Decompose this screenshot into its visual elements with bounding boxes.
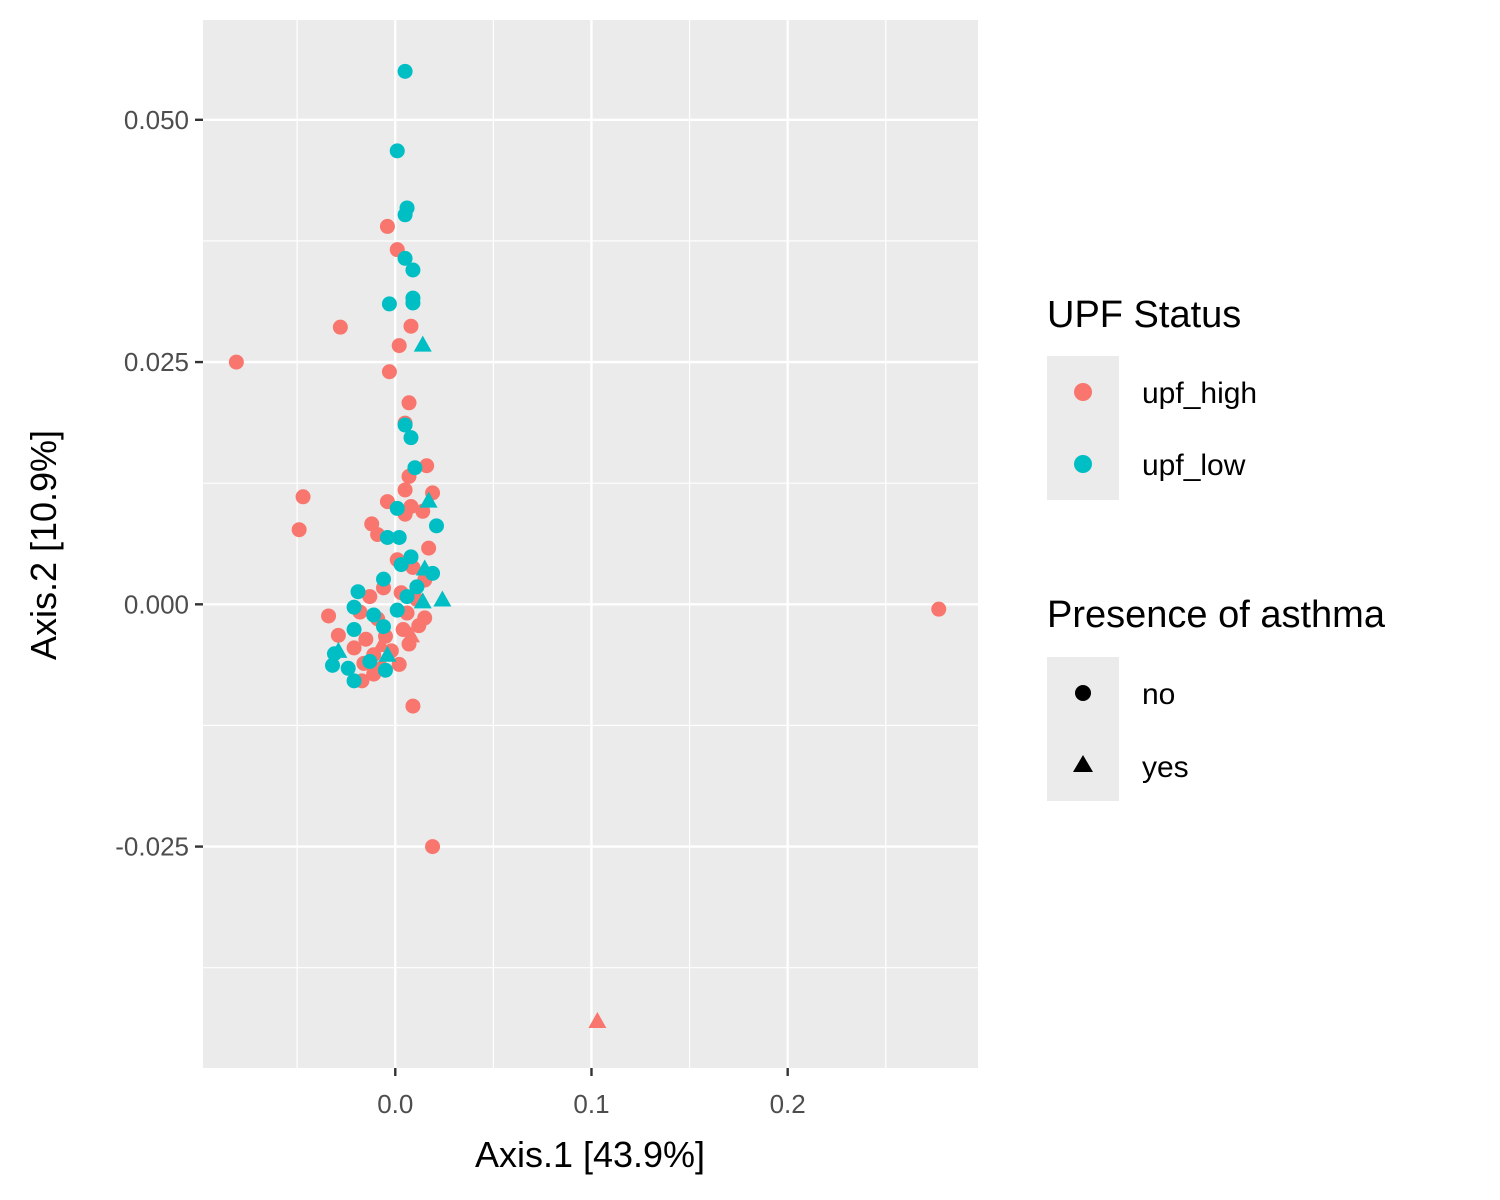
data-point-circle	[346, 673, 362, 689]
data-point-circle	[330, 627, 346, 643]
legend-label-upf-low: upf_low	[1142, 449, 1246, 482]
data-point-circle	[389, 602, 405, 618]
data-point-circle	[397, 417, 413, 433]
y-tick-label: 0.050	[124, 105, 189, 135]
legend-key-background	[1047, 356, 1119, 500]
legend-upf-status: UPF Status upf_high upf_low	[1047, 294, 1257, 500]
data-point-circle	[397, 207, 413, 223]
data-point-circle	[391, 338, 407, 354]
data-point-triangle	[378, 645, 397, 662]
data-point-circle	[379, 218, 395, 234]
x-tick-label: 0.2	[770, 1089, 806, 1119]
data-point-circle	[421, 540, 437, 556]
data-point-circle	[397, 250, 413, 266]
data-point-circle	[397, 482, 413, 498]
legend-key-upf-high	[1074, 383, 1092, 401]
legend-key-upf-low	[1074, 455, 1092, 473]
data-point-circle	[228, 354, 244, 370]
legend-label-upf-high: upf_high	[1142, 377, 1257, 410]
data-point-circle	[391, 529, 407, 545]
data-point-circle	[362, 653, 378, 669]
data-point-circle	[321, 608, 337, 624]
data-point-triangle	[433, 590, 452, 607]
data-points	[228, 63, 947, 1029]
legend-key-yes	[1073, 755, 1093, 772]
data-point-circle	[295, 489, 311, 505]
major-gridlines	[203, 20, 978, 1068]
data-point-circle	[358, 631, 374, 647]
data-point-triangle	[413, 335, 432, 352]
data-point-circle	[389, 143, 405, 159]
legend-asthma: Presence of asthma no yes	[1047, 594, 1386, 801]
data-point-circle	[399, 589, 415, 605]
y-axis: -0.025 0.000 0.025 0.050	[115, 105, 203, 862]
data-point-circle	[346, 622, 362, 638]
data-point-circle	[405, 262, 421, 278]
data-point-triangle	[401, 626, 420, 643]
data-point-circle	[405, 698, 421, 714]
data-point-circle	[376, 619, 392, 635]
data-point-circle	[407, 460, 423, 476]
y-tick-label: 0.000	[124, 589, 189, 619]
data-point-triangle	[413, 592, 432, 609]
data-point-circle	[366, 666, 382, 682]
x-tick-label: 0.1	[573, 1089, 609, 1119]
data-point-circle	[350, 584, 366, 600]
data-point-circle	[332, 319, 348, 335]
legend-key-background	[1047, 657, 1119, 801]
data-point-circle	[346, 640, 362, 656]
data-point-circle	[362, 589, 378, 605]
x-axis: 0.0 0.1 0.2	[377, 1068, 806, 1119]
data-point-triangle	[419, 491, 438, 508]
data-point-circle	[403, 318, 419, 334]
data-point-circle	[405, 295, 421, 311]
legend-key-no	[1075, 685, 1091, 701]
data-point-circle	[393, 557, 409, 573]
data-point-circle	[381, 364, 397, 380]
data-point-circle	[379, 529, 395, 545]
legend-label-no: no	[1142, 678, 1175, 711]
y-axis-title: Axis.2 [10.9%]	[23, 430, 64, 660]
data-point-circle	[409, 579, 425, 595]
data-point-circle	[395, 622, 411, 638]
data-point-circle	[931, 601, 947, 617]
data-point-circle	[425, 839, 441, 855]
data-point-circle	[397, 63, 413, 79]
data-point-circle	[376, 571, 392, 587]
data-point-circle	[291, 522, 307, 538]
data-point-circle	[324, 657, 340, 673]
data-point-triangle	[329, 641, 348, 658]
y-tick-label: 0.025	[124, 347, 189, 377]
data-point-circle	[377, 662, 393, 678]
x-axis-title: Axis.1 [43.9%]	[475, 1134, 705, 1175]
legend-title-upf-status: UPF Status	[1047, 294, 1241, 336]
legend-label-yes: yes	[1142, 751, 1189, 784]
x-tick-label: 0.0	[377, 1089, 413, 1119]
data-point-circle	[428, 518, 444, 534]
data-point-circle	[381, 296, 397, 312]
data-point-triangle	[372, 636, 391, 653]
data-point-triangle	[588, 1012, 607, 1029]
data-point-circle	[403, 430, 419, 446]
data-point-circle	[411, 618, 427, 634]
data-point-circle	[401, 395, 417, 411]
data-point-circle	[389, 500, 405, 516]
data-point-circle	[346, 599, 362, 615]
data-point-triangle	[415, 559, 434, 576]
data-point-circle	[340, 660, 356, 676]
y-tick-label: -0.025	[115, 832, 189, 862]
data-point-circle	[419, 458, 435, 474]
data-point-circle	[366, 607, 382, 623]
legend-title-asthma: Presence of asthma	[1047, 594, 1386, 636]
